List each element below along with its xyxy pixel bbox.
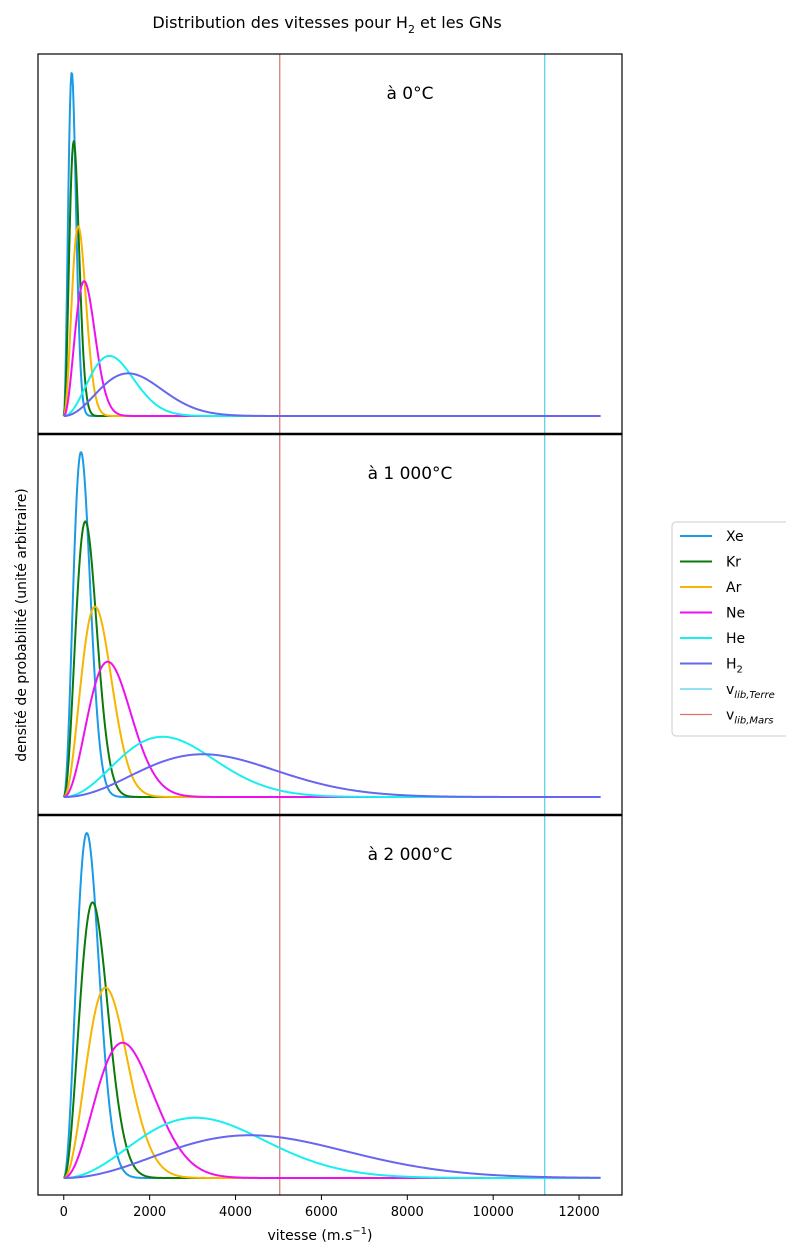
curve-he	[63, 735, 601, 798]
x-tick-label: 4000	[219, 1205, 252, 1220]
curve-xe	[62, 832, 601, 1179]
legend: Xe Kr Ar Ne He H2 vlib,Terre vlib,Mars	[671, 521, 786, 737]
legend-label: H2	[726, 657, 743, 676]
curve-ne	[63, 280, 601, 417]
curve-he	[63, 354, 601, 417]
curve-ne	[63, 660, 601, 798]
panel-frame	[37, 814, 623, 1196]
panel-label: à 0°C	[386, 84, 433, 104]
legend-label: Ar	[726, 580, 742, 596]
panel-frame	[37, 53, 623, 435]
x-tick-label: 0	[60, 1205, 68, 1220]
curve-ar	[63, 986, 601, 1179]
legend-label: vlib,Mars	[726, 708, 773, 727]
curve-ar	[62, 225, 601, 417]
panel-label: à 2 000°C	[368, 845, 453, 865]
x-tick-label: 10000	[472, 1205, 513, 1220]
curve-h2	[63, 753, 601, 798]
legend-box	[671, 521, 786, 737]
legend-label: Xe	[726, 529, 744, 545]
chart-title: Distribution des vitesses pour H2 et les…	[152, 13, 501, 36]
y-axis-label: densité de probabilité (unité arbitraire…	[14, 488, 30, 762]
curve-kr	[62, 140, 601, 417]
curve-h2	[63, 372, 601, 417]
x-tick-label: 8000	[391, 1205, 424, 1220]
x-axis-ticks: 0 2000 4000 6000 8000 10000 12000	[60, 1195, 600, 1220]
legend-label: He	[726, 631, 745, 647]
panel-2: à 1 000°C	[37, 433, 623, 816]
curve-he	[63, 1116, 601, 1179]
legend-label: Ne	[726, 606, 745, 622]
x-axis-label: vitesse (m.s−1)	[268, 1226, 373, 1244]
legend-label: Kr	[726, 555, 741, 571]
panel-label: à 1 000°C	[368, 464, 453, 484]
x-tick-label: 6000	[305, 1205, 338, 1220]
panel-1: à 0°C	[37, 53, 623, 435]
panel-3: à 2 000°C	[37, 814, 623, 1196]
legend-label: vlib,Terre	[726, 682, 775, 701]
curve-h2	[63, 1134, 601, 1179]
x-tick-label: 2000	[133, 1205, 166, 1220]
x-tick-label: 12000	[558, 1205, 599, 1220]
curve-xe	[62, 72, 601, 417]
curve-xe	[62, 451, 601, 798]
curve-ne	[63, 1041, 601, 1179]
